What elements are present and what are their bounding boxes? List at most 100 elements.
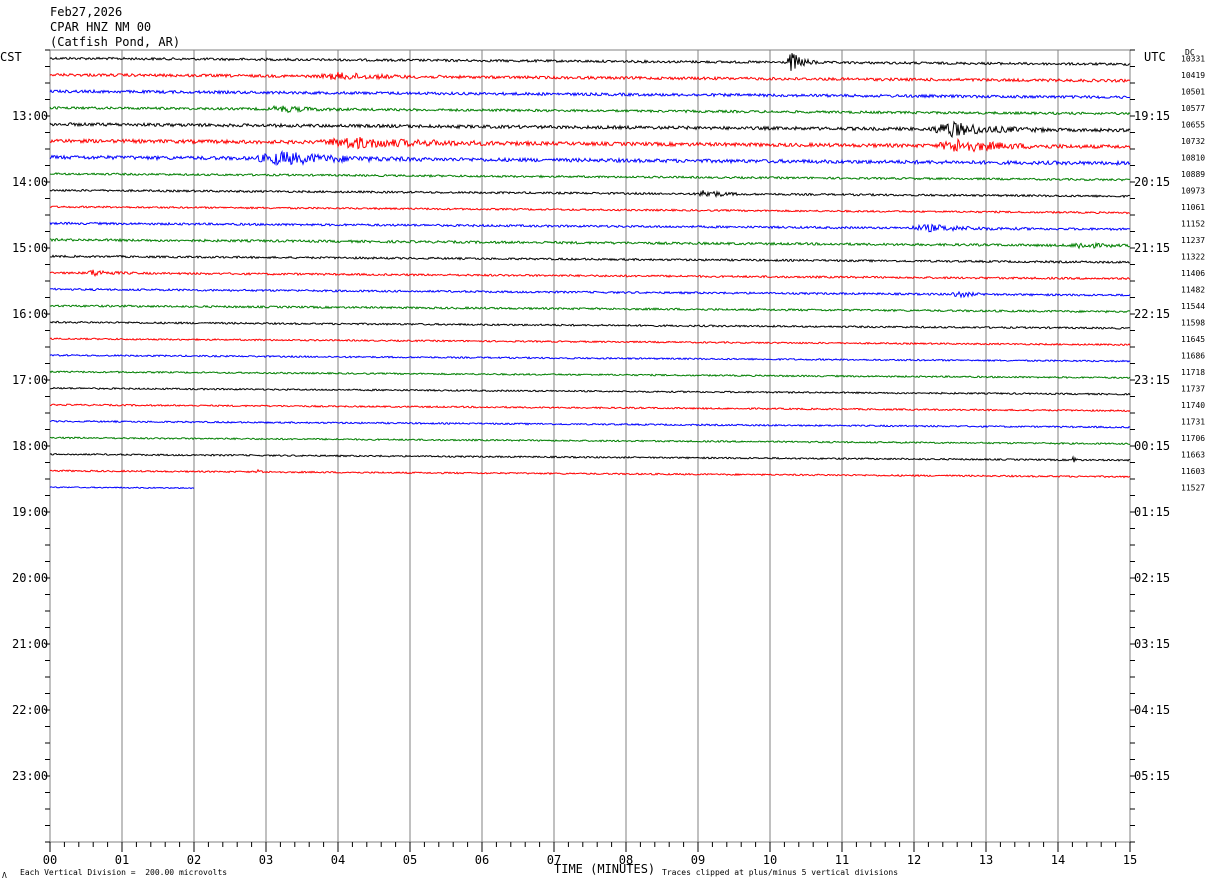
trace-12 xyxy=(49,254,1131,264)
trace-9 xyxy=(49,205,1131,215)
right-hour-label-19:15: 19:15 xyxy=(1134,109,1170,123)
dc-offset-8: 10973 xyxy=(1181,186,1205,195)
left-hour-label-14:00: 14:00 xyxy=(12,175,48,189)
trace-8 xyxy=(49,188,1130,199)
left-hour-label-17:00: 17:00 xyxy=(12,373,48,387)
dc-offset-7: 10889 xyxy=(1181,170,1205,179)
trace-7 xyxy=(49,172,1131,182)
trace-26 xyxy=(49,486,195,490)
dc-offset-11: 11237 xyxy=(1181,236,1205,245)
dc-offset-5: 10732 xyxy=(1181,137,1205,146)
trace-18 xyxy=(49,354,1131,363)
dc-offset-15: 11544 xyxy=(1181,302,1205,311)
corner-mark: Λ xyxy=(2,871,7,880)
right-timezone-label: UTC xyxy=(1144,50,1166,64)
header-location: (Catfish Pond, AR) xyxy=(50,35,181,49)
trace-15 xyxy=(49,304,1131,314)
x-tick-label-11: 11 xyxy=(835,853,849,867)
x-tick-label-04: 04 xyxy=(331,853,345,867)
trace-19 xyxy=(49,370,1131,379)
dc-offset-14: 11482 xyxy=(1181,285,1205,294)
trace-21 xyxy=(49,403,1131,413)
right-hour-label-20:15: 20:15 xyxy=(1134,175,1170,189)
dc-offset-20: 11737 xyxy=(1181,384,1205,393)
dc-offset-17: 11645 xyxy=(1181,335,1205,344)
trace-6 xyxy=(49,150,1131,167)
trace-2 xyxy=(49,88,1131,100)
left-hour-label-23:00: 23:00 xyxy=(12,769,48,783)
dc-offset-10: 11152 xyxy=(1181,219,1205,228)
right-hour-label-00:15: 00:15 xyxy=(1134,439,1170,453)
dc-offset-6: 10810 xyxy=(1181,153,1205,162)
dc-offset-16: 11598 xyxy=(1181,318,1205,327)
x-tick-label-15: 15 xyxy=(1123,853,1137,867)
trace-5 xyxy=(49,136,1131,153)
left-hour-label-21:00: 21:00 xyxy=(12,637,48,651)
dc-offset-21: 11740 xyxy=(1181,401,1205,410)
right-hour-label-03:15: 03:15 xyxy=(1134,637,1170,651)
dc-offset-18: 11686 xyxy=(1181,351,1205,360)
x-tick-label-06: 06 xyxy=(475,853,489,867)
x-tick-label-14: 14 xyxy=(1051,853,1065,867)
x-tick-label-01: 01 xyxy=(115,853,129,867)
trace-22 xyxy=(49,419,1131,429)
trace-24 xyxy=(49,452,1131,463)
trace-13 xyxy=(49,269,1131,281)
trace-25 xyxy=(49,468,1131,479)
x-tick-label-00: 00 xyxy=(43,853,57,867)
dc-offset-0: 10331 xyxy=(1181,54,1205,63)
x-tick-label-05: 05 xyxy=(403,853,417,867)
x-axis-label: TIME (MINUTES) xyxy=(554,862,656,876)
trace-11 xyxy=(49,237,1131,250)
trace-17 xyxy=(49,337,1131,347)
x-tick-label-02: 02 xyxy=(187,853,201,867)
x-tick-label-08: 08 xyxy=(619,853,633,867)
dc-offset-12: 11322 xyxy=(1181,252,1205,261)
trace-23 xyxy=(49,436,1131,446)
dc-offset-2: 10501 xyxy=(1181,87,1205,96)
dc-offset-22: 11731 xyxy=(1181,417,1205,426)
left-hour-label-20:00: 20:00 xyxy=(12,571,48,585)
trace-1 xyxy=(49,71,1131,83)
dc-offset-19: 11718 xyxy=(1181,368,1205,377)
dc-offset-3: 10577 xyxy=(1181,104,1205,113)
dc-offset-1: 10419 xyxy=(1181,71,1205,80)
right-hour-label-23:15: 23:15 xyxy=(1134,373,1170,387)
scale-note: Each Vertical Division = 200.00 microvol… xyxy=(20,868,228,877)
dc-offset-13: 11406 xyxy=(1181,269,1205,278)
x-tick-label-03: 03 xyxy=(259,853,273,867)
left-hour-label-16:00: 16:00 xyxy=(12,307,48,321)
right-hour-label-02:15: 02:15 xyxy=(1134,571,1170,585)
trace-3 xyxy=(49,105,1131,116)
dc-offset-23: 11706 xyxy=(1181,434,1205,443)
x-tick-label-07: 07 xyxy=(547,853,561,867)
left-hour-label-18:00: 18:00 xyxy=(12,439,48,453)
trace-0 xyxy=(49,53,1131,71)
header-station: CPAR HNZ NM 00 xyxy=(50,20,152,34)
left-hour-label-13:00: 13:00 xyxy=(12,109,48,123)
left-hour-label-15:00: 15:00 xyxy=(12,241,48,255)
trace-20 xyxy=(49,386,1131,396)
x-tick-label-09: 09 xyxy=(691,853,705,867)
trace-14 xyxy=(49,287,1131,299)
right-hour-label-01:15: 01:15 xyxy=(1134,505,1170,519)
header-date: Feb27,2026 xyxy=(50,5,123,19)
trace-4 xyxy=(49,120,1131,138)
left-hour-label-22:00: 22:00 xyxy=(12,703,48,717)
dc-offset-25: 11603 xyxy=(1181,467,1205,476)
x-tick-label-13: 13 xyxy=(979,853,993,867)
dc-offset-24: 11663 xyxy=(1181,450,1205,459)
right-hour-label-22:15: 22:15 xyxy=(1134,307,1170,321)
dc-offset-9: 11061 xyxy=(1181,203,1205,212)
dc-label: DC xyxy=(1185,48,1195,57)
left-hour-label-19:00: 19:00 xyxy=(12,505,48,519)
trace-16 xyxy=(49,320,1131,330)
right-hour-label-04:15: 04:15 xyxy=(1134,703,1170,717)
left-timezone-label: CST xyxy=(0,50,22,64)
right-hour-label-05:15: 05:15 xyxy=(1134,769,1170,783)
right-hour-label-21:15: 21:15 xyxy=(1134,241,1170,255)
x-tick-label-10: 10 xyxy=(763,853,777,867)
clip-note: Traces clipped at plus/minus 5 vertical … xyxy=(662,868,899,877)
dc-offset-26: 11527 xyxy=(1181,483,1205,492)
